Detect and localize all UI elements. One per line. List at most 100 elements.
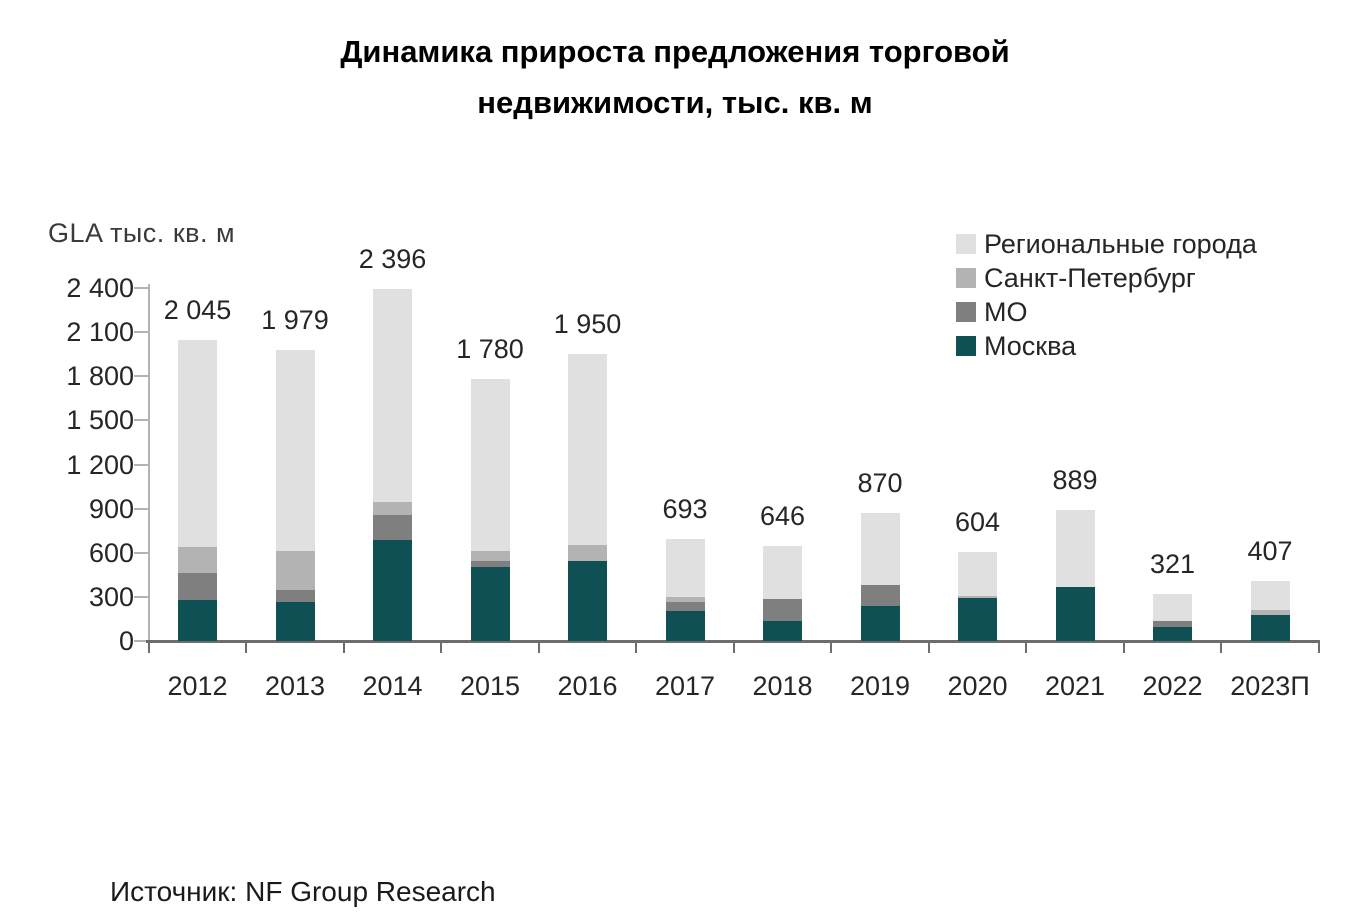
y-tick-label: 2 100: [66, 317, 134, 348]
bar-segment-Москва: [178, 599, 217, 641]
bar-total-label: 1 780: [456, 334, 524, 365]
source-text: Источник: NF Group Research: [110, 876, 496, 907]
x-axis-tick: [830, 643, 833, 653]
x-axis-tick: [147, 643, 150, 653]
x-axis-tick: [537, 643, 540, 653]
bar-segment-Региональные города: [1153, 593, 1192, 622]
x-axis-line: [146, 640, 1320, 643]
bar-segment-МО: [1153, 621, 1192, 627]
bar-segment-Санкт-Петербург: [470, 551, 510, 561]
bar-segment-Москва: [1055, 587, 1095, 641]
bar-segment-Москва: [860, 605, 900, 641]
bar-segment-Москва: [373, 539, 412, 641]
legend-swatch-icon: [956, 268, 976, 288]
x-category-label: 2018: [752, 671, 813, 701]
x-axis-tick: [1025, 643, 1028, 653]
x-axis-tick: [245, 643, 248, 653]
bar-segment-Москва: [1153, 626, 1192, 641]
bar-segment-Региональные города: [860, 513, 900, 586]
y-tick-label: 300: [88, 581, 134, 612]
y-axis-tick: [134, 287, 148, 289]
legend: Региональные города Санкт-Петербург МО Моск…: [956, 227, 1257, 363]
y-tick-label: 900: [88, 493, 134, 524]
y-tick-label: 0: [118, 626, 134, 656]
y-axis-line: [148, 284, 150, 641]
bar-segment-Санкт-Петербург: [568, 544, 607, 561]
y-tick-label: 1 200: [66, 449, 134, 480]
bar-segment-МО: [275, 589, 315, 603]
legend-label: МО: [984, 297, 1028, 327]
x-axis-tick: [927, 643, 930, 653]
x-axis-tick: [440, 643, 443, 653]
x-category-label: 2014: [362, 671, 423, 701]
legend-swatch-icon: [956, 302, 976, 322]
bar-segment-Региональные города: [373, 288, 412, 502]
bar-segment-Москва: [665, 610, 705, 641]
legend-item: Региональные города: [956, 227, 1257, 261]
bar-segment-Санкт-Петербург: [178, 546, 217, 574]
legend-label: Москва: [984, 331, 1077, 361]
x-category-label: 2020: [947, 671, 1008, 701]
bar-total-label: 1 950: [553, 309, 622, 340]
bar-total-label: 693: [662, 494, 708, 525]
bar-segment-Региональные города: [178, 340, 217, 547]
bar-total-label: 321: [1149, 548, 1196, 579]
bar-segment-Региональные города: [763, 545, 802, 600]
legend-swatch-icon: [956, 336, 976, 356]
bar-segment-МО: [763, 599, 802, 622]
x-category-label: 2019: [849, 671, 911, 701]
y-axis-tick: [134, 640, 148, 642]
bar-segment-МО: [373, 515, 412, 540]
x-category-label: 2023П: [1230, 671, 1310, 701]
legend-label: Региональные города: [984, 229, 1257, 259]
x-axis-tick: [732, 643, 735, 653]
y-tick-label: 2 400: [66, 273, 134, 303]
x-axis-tick: [1317, 643, 1320, 653]
bar-segment-Региональные города: [275, 349, 315, 551]
x-category-label: 2021: [1044, 671, 1106, 701]
legend-swatch-icon: [956, 234, 976, 254]
bar-segment-Региональные города: [1250, 581, 1290, 611]
legend-label: Санкт-Петербург: [984, 263, 1196, 293]
legend-item: МО: [956, 295, 1257, 329]
x-category-label: 2016: [557, 671, 618, 701]
bar-segment-Москва: [275, 602, 315, 641]
y-axis-tick: [134, 375, 148, 378]
bar-total-label: 407: [1247, 536, 1293, 567]
bar-segment-МО: [665, 602, 705, 611]
bar-segment-Москва: [470, 567, 510, 641]
bar-total-label: 1 979: [261, 304, 329, 335]
bar-total-label: 2 396: [358, 243, 427, 274]
y-tick-label: 1 500: [66, 405, 134, 436]
bar-segment-Санкт-Петербург: [665, 596, 705, 603]
bar-segment-Региональные города: [1055, 510, 1095, 588]
y-tick-label: 600: [88, 537, 134, 568]
x-category-label: 2013: [264, 671, 326, 701]
bar-segment-Региональные города: [665, 539, 705, 597]
bar-segment-Региональные города: [470, 379, 510, 552]
y-axis-title: GLA тыс. кв. м: [48, 218, 236, 248]
x-axis-tick: [1220, 643, 1223, 653]
x-category-label: 2012: [167, 671, 228, 701]
bar-segment-МО: [178, 573, 217, 600]
bar-segment-Москва: [763, 621, 802, 641]
legend-item: Санкт-Петербург: [956, 261, 1257, 295]
chart-title: Динамика прироста предложения торговой н…: [340, 34, 1010, 121]
bar-total-label: 646: [759, 500, 806, 531]
x-axis-tick: [1122, 643, 1125, 653]
x-axis-tick: [635, 643, 638, 653]
bar-segment-Санкт-Петербург: [1250, 610, 1290, 616]
bar-segment-Санкт-Петербург: [373, 502, 412, 516]
bar-segment-Москва: [1250, 615, 1290, 641]
x-category-label: 2017: [654, 671, 716, 701]
bar-segment-Региональные города: [958, 552, 997, 597]
bar-segment-Санкт-Петербург: [275, 550, 315, 590]
bar-segment-Региональные города: [568, 354, 607, 545]
legend-item: Москва: [956, 329, 1257, 363]
y-axis-tick: [134, 463, 148, 466]
y-axis-tick: [134, 595, 148, 598]
x-category-label: 2015: [459, 671, 521, 701]
bar-segment-Санкт-Петербург: [958, 596, 997, 599]
bar-segment-МО: [860, 585, 900, 606]
